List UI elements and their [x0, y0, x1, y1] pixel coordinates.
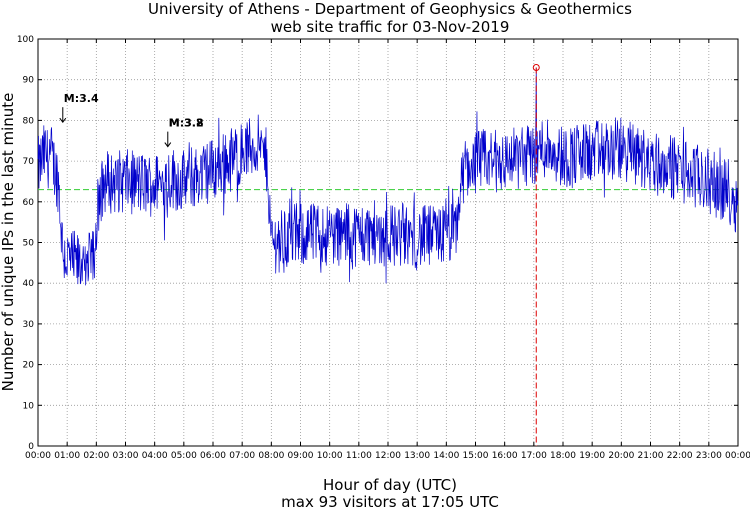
- x-tick-label: 19:00: [579, 451, 605, 461]
- x-tick-label: 21:00: [638, 451, 664, 461]
- y-tick-label: 20: [23, 361, 35, 371]
- annotation-arrowhead: [59, 117, 67, 124]
- grid-lines: [38, 39, 738, 446]
- y-tick-label: 80: [23, 116, 35, 126]
- y-tick-labels: 0 10 20 30 40 50 60 70 80 90 100: [17, 35, 34, 452]
- y-tick-label: 50: [23, 239, 35, 249]
- x-tick-label: 16:00: [492, 451, 518, 461]
- x-tick-label: 06:00: [200, 451, 226, 461]
- y-tick-label: 90: [23, 76, 35, 86]
- y-tick-label: 70: [23, 157, 35, 167]
- x-tick-label: 03:00: [113, 451, 139, 461]
- x-tick-label: 23:00: [696, 451, 722, 461]
- x-tick-label: 13:00: [404, 451, 430, 461]
- x-tick-label: 00:00: [725, 451, 750, 461]
- y-axis-label: Number of unique IPs in the last minute: [0, 93, 17, 392]
- annotation-label: M:3.8: [169, 117, 204, 130]
- x-tick-label: 04:00: [142, 451, 168, 461]
- x-tick-label: 11:00: [346, 451, 372, 461]
- x-tick-label: 14:00: [433, 451, 459, 461]
- y-tick-label: 100: [17, 35, 34, 45]
- chart-title: University of Athens - Department of Geo…: [148, 0, 632, 18]
- y-tick-label: 40: [23, 279, 35, 289]
- series-line: [37, 67, 739, 286]
- chart-subtitle: web site traffic for 03-Nov-2019: [271, 18, 510, 36]
- x-tick-label: 20:00: [608, 451, 634, 461]
- y-tick-label: 0: [28, 442, 34, 452]
- x-tick-label: 15:00: [463, 451, 489, 461]
- y-tick-label: 60: [23, 198, 35, 208]
- x-tick-label: 07:00: [229, 451, 255, 461]
- y-tick-label: 30: [23, 320, 35, 330]
- x-tick-label: 02:00: [83, 451, 109, 461]
- x-tick-label: 18:00: [550, 451, 576, 461]
- x-tick-label: 01:00: [54, 451, 80, 461]
- footer-text: max 93 visitors at 17:05 UTC: [281, 493, 499, 511]
- y-tick-label: 10: [23, 401, 35, 411]
- x-tick-label: 05:00: [171, 451, 197, 461]
- annotation-label: M:3.2: [169, 117, 204, 130]
- x-tick-labels: 00:00 01:00 02:00 03:00 04:00 05:00 06:00 07:00…: [25, 451, 750, 461]
- annotation-label: M:3.4: [64, 92, 99, 105]
- x-tick-label: 12:00: [375, 451, 401, 461]
- x-tick-label: 08:00: [258, 451, 284, 461]
- x-tick-label: 10:00: [317, 451, 343, 461]
- x-tick-label: 22:00: [667, 451, 693, 461]
- max-marker-point: [532, 63, 540, 71]
- x-tick-label: 17:00: [521, 451, 547, 461]
- x-axis-label: Hour of day (UTC): [323, 476, 457, 494]
- x-tick-label: 00:00: [25, 451, 51, 461]
- annotation-arrowhead: [164, 142, 172, 148]
- annotations: M:3.4 M:3.8M:3.2: [59, 92, 204, 148]
- x-tick-label: 09:00: [288, 451, 314, 461]
